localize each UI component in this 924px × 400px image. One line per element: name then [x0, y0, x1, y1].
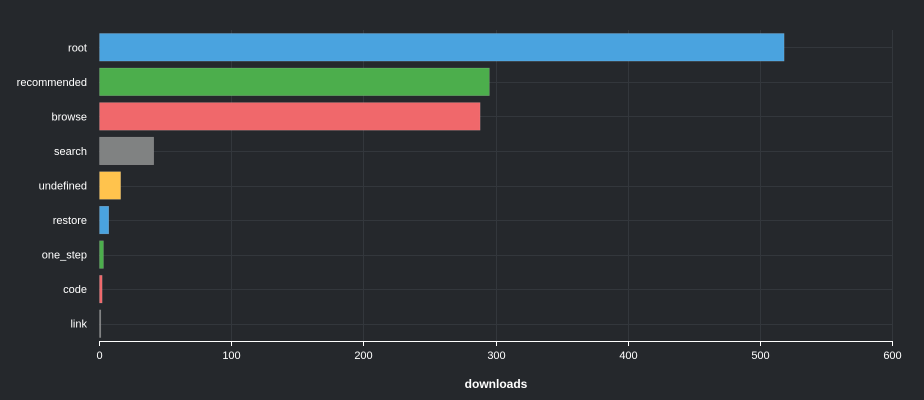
category-label-code: code — [63, 284, 87, 296]
grid-layer — [99, 30, 893, 341]
bar-recommended[interactable] — [99, 67, 490, 96]
category-label-one_step: one_step — [42, 250, 87, 262]
category-label-link: link — [70, 319, 87, 331]
category-label-restore: restore — [53, 215, 87, 227]
x-tick-label: 400 — [619, 350, 637, 362]
bar-browse[interactable] — [99, 102, 481, 131]
x-tick-label: 600 — [883, 350, 901, 362]
bar-search[interactable] — [99, 136, 154, 166]
bar-layer — [99, 33, 785, 338]
bar-root[interactable] — [99, 33, 785, 62]
x-tick-label: 300 — [487, 350, 505, 362]
bar-restore[interactable] — [99, 205, 110, 235]
bar-one_step[interactable] — [99, 240, 104, 269]
bar-code[interactable] — [99, 275, 103, 304]
category-label-browse: browse — [52, 111, 87, 123]
x-axis-title: downloads — [465, 377, 528, 391]
x-tick-label: 200 — [354, 350, 372, 362]
axis-layer: root recommended browse search undefined rest… — [17, 42, 902, 362]
category-label-root: root — [68, 42, 87, 54]
category-label-undefined: undefined — [39, 181, 87, 193]
category-label-search: search — [54, 146, 87, 158]
bar-undefined[interactable] — [99, 171, 121, 200]
x-tick-label: 100 — [222, 350, 240, 362]
x-tick-label: 0 — [96, 350, 102, 362]
bar-link[interactable] — [99, 309, 102, 338]
category-label-recommended: recommended — [17, 77, 87, 89]
x-tick-label: 500 — [751, 350, 769, 362]
